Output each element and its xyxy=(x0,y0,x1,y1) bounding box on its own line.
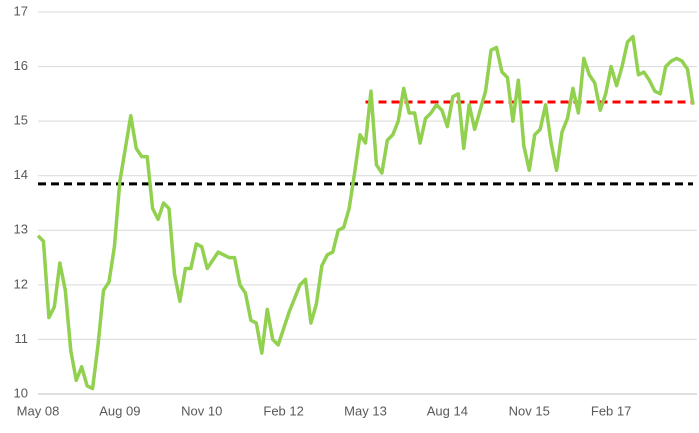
y-tick-label: 17 xyxy=(14,3,28,18)
x-tick-label: Nov 10 xyxy=(181,403,222,418)
x-tick-label: Feb 17 xyxy=(591,403,631,418)
y-tick-label: 15 xyxy=(14,113,28,128)
y-tick-label: 10 xyxy=(14,385,28,400)
y-tick-label: 16 xyxy=(14,58,28,73)
y-tick-label: 11 xyxy=(15,331,29,346)
x-tick-label: Aug 14 xyxy=(427,403,468,418)
x-tick-label: Feb 12 xyxy=(263,403,303,418)
x-tick-label: Aug 09 xyxy=(99,403,140,418)
y-tick-label: 14 xyxy=(14,167,28,182)
x-tick-label: May 13 xyxy=(344,403,387,418)
y-tick-label: 13 xyxy=(14,222,28,237)
data-line xyxy=(36,34,695,391)
x-tick-label: Nov 15 xyxy=(509,403,550,418)
x-tick-label: May 08 xyxy=(17,403,60,418)
y-tick-label: 12 xyxy=(14,276,28,291)
